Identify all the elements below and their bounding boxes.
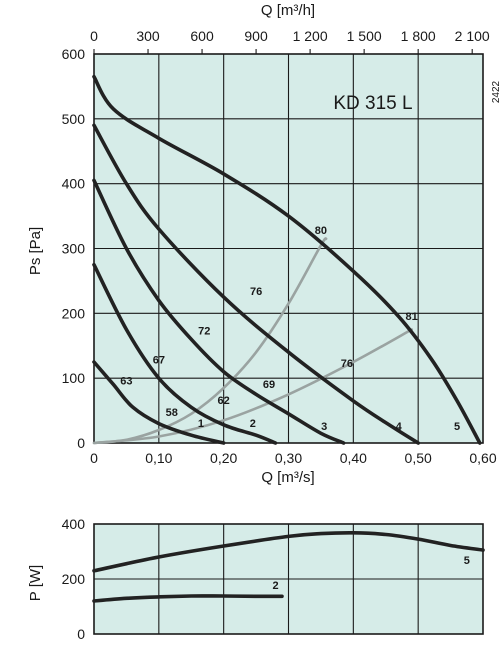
x-tick-label: 0,30	[275, 450, 302, 466]
curve-label: 81	[406, 311, 418, 323]
pressure-tick-labels: 0 0,10 0,20 0,30 0,40 0,50 0,60010020030040050…	[62, 28, 497, 466]
top-x-tick-label: 0	[90, 28, 98, 44]
power-curve-5	[92, 530, 485, 573]
y-tick-label: 200	[62, 305, 86, 321]
x-tick-label: 0,50	[405, 450, 432, 466]
power-curve-label: 2	[272, 580, 278, 592]
curve-label: 5	[454, 421, 460, 433]
curve-label: 3	[321, 421, 327, 433]
top-x-axis-title: Q [m³/h]	[261, 2, 315, 19]
x-tick-label: 0,20	[210, 450, 237, 466]
top-x-tick-label: 600	[190, 28, 214, 44]
model-title: KD 315 L	[333, 93, 412, 114]
y-tick-label: 300	[62, 241, 86, 257]
fan-curve-2	[92, 262, 278, 445]
power-y-tick-label: 200	[62, 571, 86, 587]
curve-label: 1	[198, 418, 204, 430]
power-plot-frame	[93, 523, 484, 635]
power-y-tick-label: 400	[62, 516, 86, 532]
curve-label: 4	[396, 421, 403, 433]
curve-label: 69	[263, 379, 275, 391]
efficiency-line-80	[92, 237, 328, 445]
power-tick-labels: 0 200 400	[62, 516, 86, 642]
curve-label: 76	[250, 286, 262, 298]
curve-label: 63	[120, 376, 132, 388]
fan-curve-5	[92, 74, 482, 445]
curve-label: 76	[341, 358, 353, 370]
y-tick-label: 500	[62, 111, 86, 127]
top-x-tick-label: 900	[244, 28, 268, 44]
fan-curve-1	[92, 360, 226, 445]
x-axis-title: Q [m³/s]	[261, 469, 314, 486]
top-x-tick-label: 1 200	[293, 28, 328, 44]
x-tick-label: 0,40	[340, 450, 367, 466]
fan-curve-4	[92, 123, 420, 445]
power-annotations: 52	[272, 555, 469, 592]
fan-curve-3	[92, 178, 346, 445]
x-tick-label: 0,60	[469, 450, 496, 466]
pressure-plot-frame	[93, 53, 484, 444]
y-tick-label: 600	[62, 46, 86, 62]
power-series	[92, 530, 485, 603]
curve-label: 62	[218, 395, 230, 407]
top-x-tick-label: 1 500	[347, 28, 382, 44]
x-tick-label: 0,10	[145, 450, 172, 466]
curve-label: 2	[250, 418, 256, 430]
y-tick-label: 100	[62, 370, 86, 386]
curve-label: 80	[315, 225, 327, 237]
y-tick-label: 0	[77, 435, 85, 451]
y-axis-title: Ps [Pa]	[27, 227, 44, 275]
power-grid	[94, 524, 483, 634]
power-y-axis-title: P [W]	[27, 565, 44, 601]
pressure-chart: 0 0,10 0,20 0,30 0,40 0,50 0,60010020030040050…	[27, 2, 502, 486]
pressure-grid	[94, 54, 483, 443]
curve-label: 67	[153, 354, 165, 366]
power-curve-2	[92, 594, 284, 603]
pressure-annotations: 80 81 76 76 72 69 67 63 62 58 1 2 3 4 5	[120, 225, 460, 433]
top-x-tick-label: 300	[136, 28, 160, 44]
pressure-series	[92, 74, 482, 445]
x-tick-label: 0	[90, 450, 98, 466]
top-x-tick-label: 1 800	[401, 28, 436, 44]
side-code: 2422	[491, 80, 502, 103]
curve-label: 72	[198, 326, 210, 338]
efficiency-line-81	[92, 328, 413, 445]
top-x-tick-label: 2 100	[455, 28, 490, 44]
y-tick-label: 400	[62, 176, 86, 192]
power-y-tick-label: 0	[77, 626, 85, 642]
power-curve-label: 5	[464, 555, 470, 567]
curve-label: 58	[166, 407, 178, 419]
